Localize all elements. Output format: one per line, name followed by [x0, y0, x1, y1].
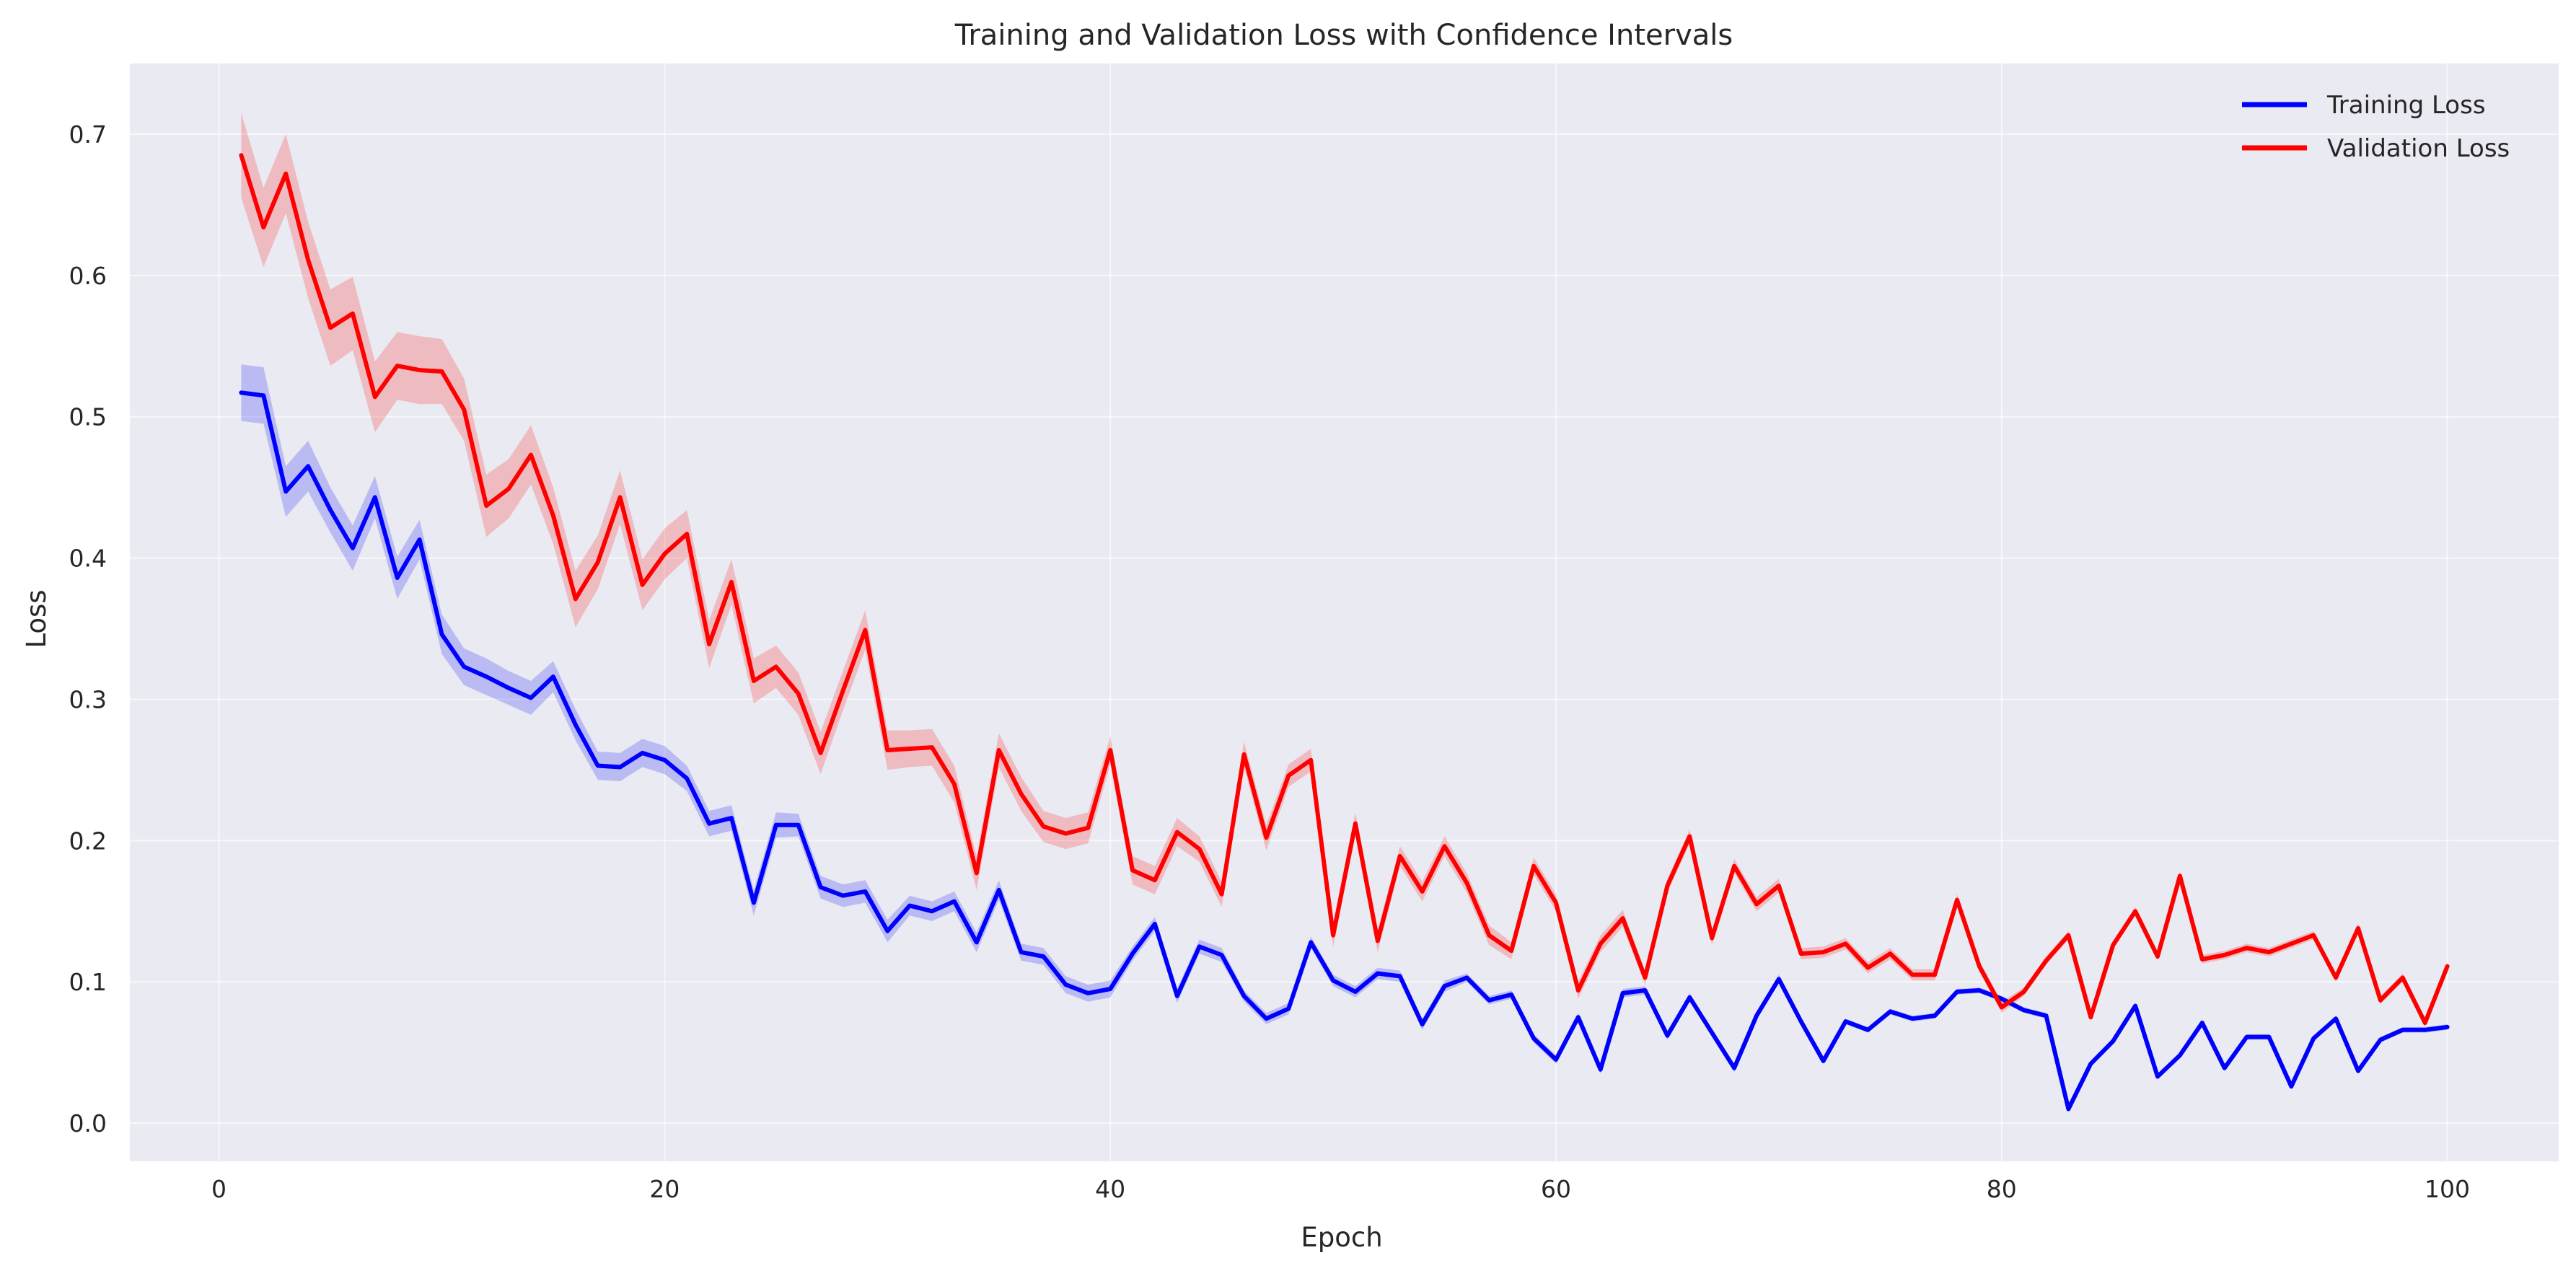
y-tick-label: 0.7: [69, 120, 107, 149]
x-tick-label: 0: [211, 1175, 227, 1203]
y-tick-labels: 0.0 0.1 0.2 0.3 0.4 0.5 0.6 0.7: [69, 120, 107, 1138]
legend-label-validation: Validation Loss: [2327, 134, 2510, 163]
x-tick-label: 100: [2425, 1175, 2470, 1203]
chart-title: Training and Validation Loss with Confid…: [954, 19, 1733, 52]
validation-loss-line: [239, 153, 2450, 1025]
x-tick-labels: 0 20 40 60 80 100: [211, 1175, 2470, 1203]
x-tick-label: 40: [1095, 1175, 1125, 1203]
y-axis-label: Loss: [21, 589, 52, 648]
series-lines: [239, 153, 2450, 1112]
legend-label-training: Training Loss: [2326, 91, 2486, 120]
y-tick-label: 0.6: [69, 262, 107, 290]
x-tick-label: 60: [1541, 1175, 1571, 1203]
y-tick-label: 0.4: [69, 545, 107, 573]
x-tick-label: 80: [1987, 1175, 2017, 1203]
y-tick-label: 0.1: [69, 968, 107, 996]
y-tick-label: 0.0: [69, 1109, 107, 1138]
plot-background: [130, 63, 2559, 1161]
y-tick-label: 0.2: [69, 827, 107, 855]
y-tick-label: 0.5: [69, 403, 107, 431]
y-tick-label: 0.3: [69, 685, 107, 713]
training-loss-line: [239, 390, 2450, 1112]
x-axis-label: Epoch: [1301, 1222, 1382, 1253]
legend: Training Loss Validation Loss: [2242, 91, 2510, 163]
x-tick-label: 20: [649, 1175, 680, 1203]
grid-lines: [130, 63, 2559, 1161]
